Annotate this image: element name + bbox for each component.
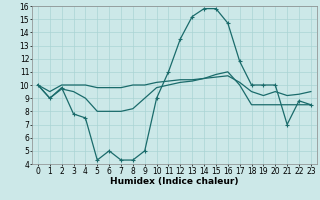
X-axis label: Humidex (Indice chaleur): Humidex (Indice chaleur) (110, 177, 239, 186)
